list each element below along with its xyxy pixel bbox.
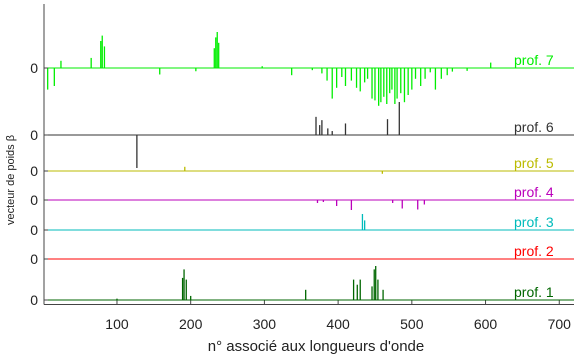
series-label: prof. 2 [514, 243, 554, 259]
x-tick-label: 300 [253, 316, 277, 332]
zero-tick-label: 0 [30, 192, 38, 208]
series-label: prof. 5 [514, 155, 554, 171]
x-tick-label: 100 [105, 316, 129, 332]
series-label: prof. 6 [514, 119, 554, 135]
series-4 [44, 199, 574, 210]
series-7 [44, 266, 574, 301]
x-tick-label: 600 [474, 316, 498, 332]
x-tick-label: 200 [179, 316, 203, 332]
series-5 [44, 214, 574, 231]
zero-tick-label: 0 [30, 163, 38, 179]
labels: 0 prof. 7 0 prof. 6 0 prof. 5 0 prof. 4 0 prof. 3… [30, 52, 554, 308]
x-tick-label: 500 [400, 316, 424, 332]
traces [44, 32, 574, 301]
y-axis-label: vecteur de poids β [5, 135, 17, 225]
series-2 [44, 102, 574, 168]
zero-tick-label: 0 [30, 251, 38, 267]
series-label: prof. 4 [514, 184, 554, 200]
x-axis-label: n° associé aux longueurs d'onde [208, 338, 425, 355]
series-label: prof. 1 [514, 284, 554, 300]
zero-tick-label: 0 [30, 127, 38, 143]
axes: 100 200 300 400 500 600 700 [43, 4, 574, 332]
zero-tick-label: 0 [30, 60, 38, 76]
x-tick-label: 700 [548, 316, 572, 332]
series-3 [44, 166, 574, 174]
series-1 [44, 32, 574, 106]
zero-tick-label: 0 [30, 292, 38, 308]
series-label: prof. 3 [514, 214, 554, 230]
zero-tick-label: 0 [30, 222, 38, 238]
x-tick-label: 400 [326, 316, 350, 332]
series-label: prof. 7 [514, 52, 554, 68]
